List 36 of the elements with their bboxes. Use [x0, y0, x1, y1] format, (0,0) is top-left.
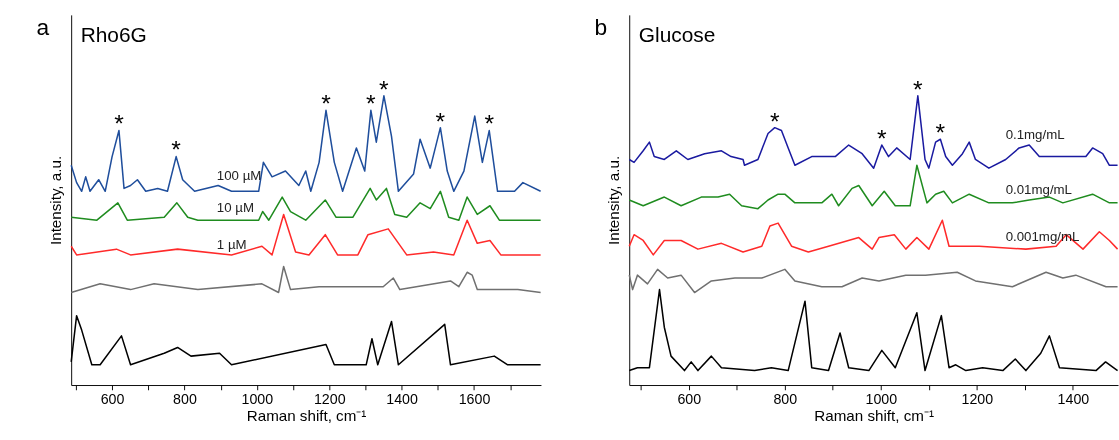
x-tick-label: 600 [100, 390, 125, 407]
annotation: * [366, 90, 377, 118]
chart-title: Rho6G [80, 23, 147, 47]
x-tick-label: 1200 [961, 390, 994, 407]
text: b [594, 13, 608, 40]
x-axis-title: Raman shift, cm⁻¹ [246, 406, 367, 424]
annotation: * [171, 136, 182, 164]
x-tick-label: 600 [677, 390, 702, 407]
x-tick-label: 800 [173, 390, 197, 407]
x-tick-label: 1000 [865, 390, 898, 407]
series-label: 0.001mg/mL [1005, 228, 1080, 244]
text: a [36, 13, 50, 40]
annotation: * [935, 119, 946, 147]
x-tick-label: 1600 [458, 390, 491, 407]
chart-title: Glucose [638, 23, 716, 47]
series-label: 0.1mg/mL [1005, 127, 1065, 143]
annotation: * [321, 90, 332, 118]
x-tick-label: 1400 [1057, 390, 1090, 407]
x-tick-label: 1200 [313, 390, 346, 407]
y-axis-title: Intensity, a.u. [47, 155, 65, 245]
annotation: * [769, 107, 780, 135]
x-tick-label: 1400 [386, 390, 419, 407]
series-label: 100 µM [216, 167, 262, 183]
x-tick-label: 1000 [241, 390, 274, 407]
annotation: * [435, 107, 446, 135]
y-axis-title: Intensity, a.u. [605, 155, 623, 245]
x-tick-label: 800 [773, 390, 798, 407]
annotation: * [913, 75, 924, 103]
annotation: * [484, 110, 495, 138]
series-label: 0.01mg/mL [1005, 182, 1072, 198]
series-label: 1 µM [216, 237, 247, 253]
annotation: * [114, 110, 125, 138]
annotation: * [379, 75, 390, 103]
annotation: * [877, 124, 888, 152]
series-label: 10 µM [216, 199, 254, 215]
x-axis-title: Raman shift, cm⁻¹ [814, 406, 934, 424]
